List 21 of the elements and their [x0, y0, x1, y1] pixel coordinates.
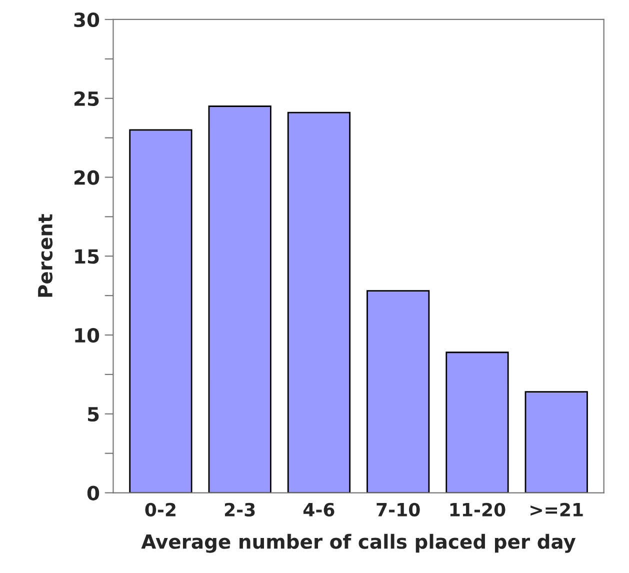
x-axis-title: Average number of calls placed per day — [141, 534, 576, 553]
x-tick-label: 4-6 — [303, 502, 334, 516]
y-tick-label: 25 — [74, 91, 99, 106]
bar — [208, 106, 272, 493]
bar — [287, 112, 351, 493]
bar — [446, 352, 509, 493]
bar — [366, 290, 430, 493]
y-tick-label: 15 — [75, 249, 99, 264]
x-tick-label: 11-20 — [450, 502, 506, 516]
x-tick-label: 2-3 — [224, 502, 255, 516]
x-tick-label: 0-2 — [145, 502, 176, 516]
y-tick-label: 30 — [74, 12, 100, 28]
y-tick-label: 10 — [75, 328, 100, 343]
bar — [524, 391, 588, 493]
x-tick-label: 7-10 — [376, 502, 420, 516]
x-tick-label: >=21 — [530, 502, 583, 516]
bar — [129, 129, 192, 493]
y-axis-title: Percent — [38, 214, 53, 297]
y-tick-label: 5 — [88, 407, 99, 422]
y-tick-label: 20 — [74, 170, 100, 185]
y-tick-label: 0 — [87, 486, 100, 500]
